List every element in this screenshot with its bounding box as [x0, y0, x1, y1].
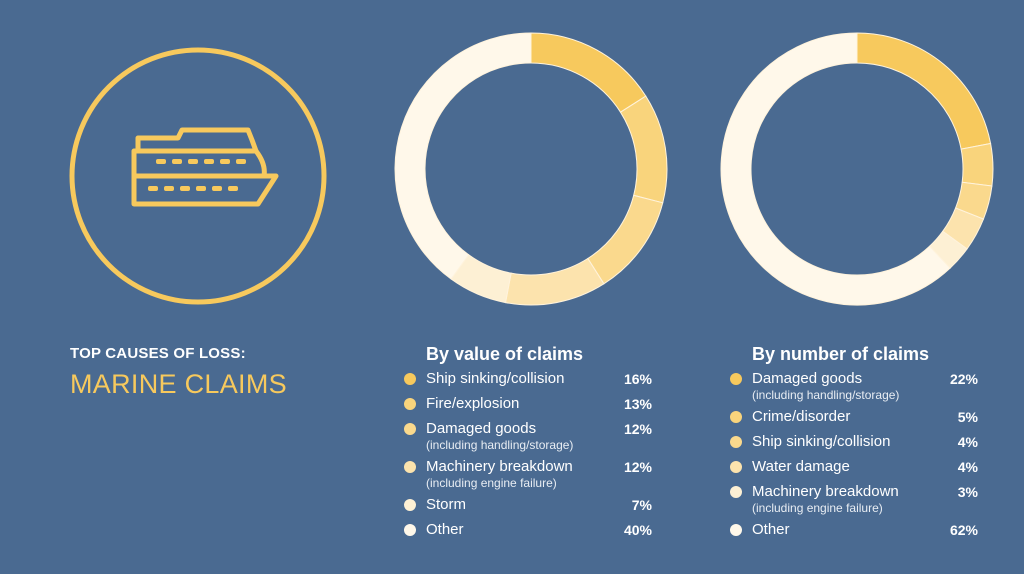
donut-segment [530, 32, 647, 113]
donut-segment [504, 257, 605, 306]
legend-title: By value of claims [426, 344, 584, 364]
legend-swatch [404, 398, 416, 410]
badge-ring [69, 47, 327, 305]
donut-segment [587, 194, 664, 285]
legend-item: Machinery breakdown (including engine fai… [730, 482, 990, 515]
legend-percent: 62% [949, 522, 978, 538]
legend-item: Machinery breakdown (including engine fai… [404, 457, 674, 490]
donut-segment [960, 142, 994, 187]
ship-windows [148, 159, 246, 191]
page-title: MARINE CLAIMS [70, 369, 287, 399]
ship-badge [69, 47, 327, 305]
legend-label: Fire/explosion [426, 395, 520, 412]
legend-swatch [404, 423, 416, 435]
donut-segment [394, 32, 532, 280]
legend-item: Damaged goods (including handling/storage… [404, 419, 674, 452]
legend-swatch [730, 486, 742, 498]
legend-value: By value of claims Ship sinking/collisio… [404, 344, 674, 545]
donut-chart-value [394, 32, 668, 306]
legend-percent: 7% [631, 497, 652, 513]
legend-label: Water damage [752, 458, 850, 475]
legend-swatch [730, 436, 742, 448]
legend-label: Storm [426, 496, 467, 513]
legend-number: By number of claims Damaged goods (includ… [730, 344, 990, 545]
legend-swatch [730, 373, 742, 385]
legend-item: Fire/explosion 13% [404, 394, 674, 414]
legend-label: Damaged goods [426, 420, 537, 437]
legend-note: (including handling/storage) [752, 388, 900, 402]
legend-percent: 40% [623, 522, 652, 538]
legend-swatch [404, 499, 416, 511]
page-subtitle: TOP CAUSES OF LOSS: [70, 345, 246, 362]
legend-item: Storm 7% [404, 495, 674, 515]
donut-chart-number [720, 32, 994, 306]
legend-swatch [404, 461, 416, 473]
donut-segment [619, 95, 668, 204]
legend-percent: 16% [623, 371, 652, 387]
legend-swatch [404, 524, 416, 536]
legend-label: Damaged goods [752, 370, 863, 387]
legend-item: Ship sinking/collision 16% [404, 369, 674, 389]
legend-label: Machinery breakdown [752, 483, 899, 500]
legend-note: (including engine failure) [426, 476, 557, 490]
legend-swatch [730, 524, 742, 536]
legend-label: Crime/disorder [752, 408, 851, 425]
legend-percent: 22% [949, 371, 978, 387]
ship-icon [131, 127, 279, 207]
legend-label: Ship sinking/collision [426, 370, 565, 387]
legend-swatch [730, 461, 742, 473]
legend-percent: 13% [623, 396, 652, 412]
donut-segment [720, 32, 951, 306]
legend-percent: 5% [957, 409, 978, 425]
legend-label: Ship sinking/collision [752, 433, 891, 450]
legend-percent: 4% [957, 459, 978, 475]
legend-item: Ship sinking/collision 4% [730, 432, 990, 452]
legend-label: Other [752, 521, 790, 538]
legend-label: Machinery breakdown [426, 458, 573, 475]
legend-item: Water damage 4% [730, 457, 990, 477]
legend-item: Damaged goods (including handling/storage… [730, 369, 990, 402]
legend-note: (including handling/storage) [426, 438, 574, 452]
legend-percent: 4% [957, 434, 978, 450]
legend-swatch [730, 411, 742, 423]
legend-percent: 12% [623, 459, 652, 475]
donut-segment [856, 32, 992, 150]
legend-item: Other 62% [730, 520, 990, 540]
legend-label: Other [426, 521, 464, 538]
legend-note: (including engine failure) [752, 501, 883, 515]
legend-percent: 3% [957, 484, 978, 500]
legend-title: By number of claims [752, 344, 930, 364]
legend-percent: 12% [623, 421, 652, 437]
legend-item: Crime/disorder 5% [730, 407, 990, 427]
legend-swatch [404, 373, 416, 385]
legend-item: Other 40% [404, 520, 674, 540]
